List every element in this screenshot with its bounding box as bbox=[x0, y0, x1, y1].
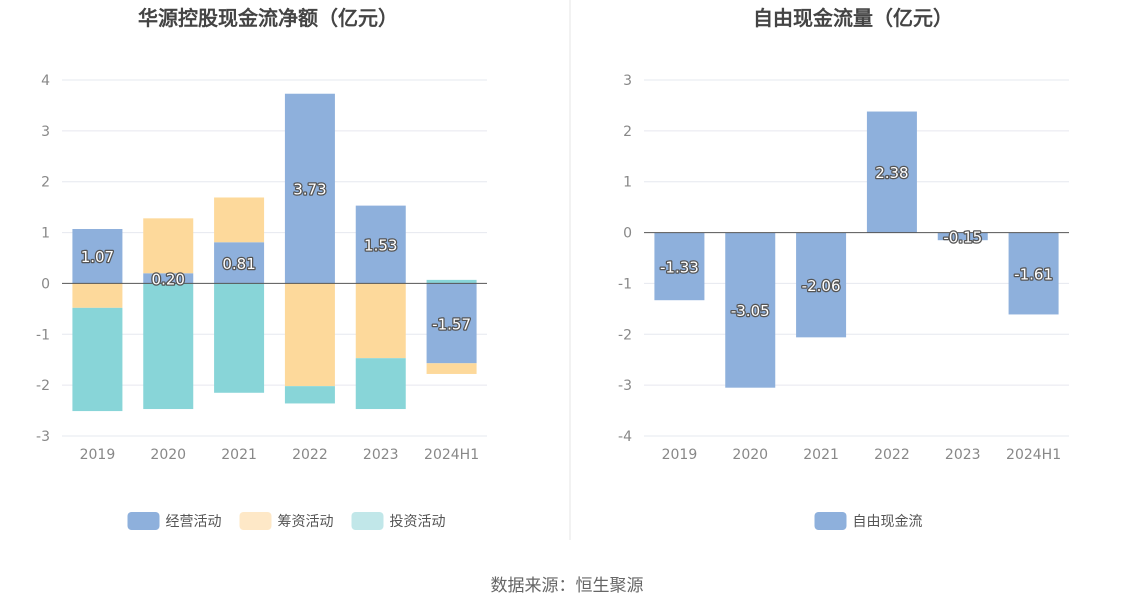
y-tick-label: 2 bbox=[623, 124, 632, 140]
x-tick-label: 2021 bbox=[803, 447, 839, 463]
data-label: -0.15 bbox=[943, 228, 982, 246]
bar-segment bbox=[426, 283, 477, 364]
cash-flow-net-chart: 华源控股现金流净额（亿元） 4 3 2 1 0 -1 -2 -3 2019 2020 2021 202… bbox=[36, 6, 487, 530]
data-label: 3.73 bbox=[293, 181, 326, 199]
bar-segment bbox=[214, 197, 265, 243]
legend-item[interactable]: 经营活动 bbox=[127, 512, 222, 530]
y-tick-label: 2 bbox=[41, 175, 50, 191]
bar bbox=[654, 232, 705, 301]
x-tick-label: 2022 bbox=[292, 447, 328, 463]
bar-segment bbox=[214, 242, 265, 284]
data-label: 1.53 bbox=[364, 237, 397, 255]
chart-title: 自由现金流量（亿元） bbox=[753, 6, 953, 30]
bar-segment bbox=[426, 279, 477, 284]
data-source-note: 数据来源：恒生聚源 bbox=[491, 576, 644, 596]
bar-segment bbox=[284, 93, 335, 284]
data-label: 0.20 bbox=[152, 270, 185, 288]
bar-segment bbox=[355, 205, 406, 284]
y-tick-label: -2 bbox=[36, 378, 50, 394]
y-tick-label: 0 bbox=[623, 226, 632, 242]
data-label: -3.05 bbox=[731, 302, 770, 320]
chart-title: 华源控股现金流净额（亿元） bbox=[138, 6, 398, 30]
legend-swatch bbox=[127, 512, 160, 530]
data-label: -1.61 bbox=[1014, 266, 1053, 284]
bar bbox=[796, 232, 847, 338]
y-tick-label: 3 bbox=[623, 73, 632, 89]
bar-segment bbox=[143, 273, 194, 284]
bar-segment bbox=[143, 218, 194, 274]
legend-label: 投资活动 bbox=[390, 514, 446, 530]
y-tick-label: 0 bbox=[41, 276, 50, 292]
legend-item[interactable]: 自由现金流 bbox=[814, 512, 923, 530]
y-tick-label: -4 bbox=[618, 429, 632, 445]
legend-item[interactable]: 筹资活动 bbox=[239, 512, 334, 530]
x-tick-label: 2024H1 bbox=[424, 447, 479, 463]
bar-segment bbox=[284, 283, 335, 387]
bar-segment bbox=[355, 283, 406, 359]
bar bbox=[725, 232, 776, 388]
bar bbox=[1008, 232, 1059, 315]
x-tick-label: 2020 bbox=[732, 447, 768, 463]
y-tick-label: -1 bbox=[618, 276, 632, 292]
x-tick-label: 2024H1 bbox=[1006, 447, 1061, 463]
legend-swatch bbox=[814, 512, 847, 530]
data-label: -2.06 bbox=[802, 277, 841, 295]
y-tick-label: 1 bbox=[623, 175, 632, 191]
bar-segment bbox=[72, 307, 123, 412]
data-label: -1.33 bbox=[660, 258, 699, 276]
legend-label: 筹资活动 bbox=[278, 513, 334, 530]
bar-segment bbox=[72, 229, 123, 284]
free-cash-flow-chart: 自由现金流量（亿元） 3 2 1 0 -1 -2 -3 -4 2019 2020 2021 2022 2… bbox=[618, 6, 1069, 530]
data-label: 1.07 bbox=[81, 248, 114, 266]
legend-label: 自由现金流 bbox=[853, 514, 923, 530]
legend-swatch bbox=[239, 512, 272, 530]
x-tick-label: 2019 bbox=[662, 447, 698, 463]
data-label: 0.81 bbox=[222, 255, 255, 273]
bar-segment bbox=[214, 283, 265, 393]
bar bbox=[937, 232, 988, 241]
y-tick-label: 3 bbox=[41, 124, 50, 140]
y-tick-label: 4 bbox=[41, 73, 50, 89]
x-tick-label: 2020 bbox=[150, 447, 186, 463]
x-tick-label: 2023 bbox=[945, 447, 981, 463]
bar-segment bbox=[72, 283, 123, 308]
bar-segment bbox=[143, 283, 194, 410]
y-tick-label: -3 bbox=[618, 378, 632, 394]
y-tick-label: 1 bbox=[41, 226, 50, 242]
data-label: 2.38 bbox=[875, 164, 908, 182]
legend-item[interactable]: 投资活动 bbox=[351, 512, 446, 530]
x-tick-label: 2022 bbox=[874, 447, 910, 463]
data-label: -1.57 bbox=[432, 315, 471, 333]
y-tick-label: -1 bbox=[36, 327, 50, 343]
y-tick-label: -3 bbox=[36, 429, 50, 445]
legend-swatch bbox=[351, 512, 384, 530]
y-tick-label: -2 bbox=[618, 327, 632, 343]
bar-segment bbox=[355, 358, 406, 410]
x-tick-label: 2023 bbox=[363, 447, 399, 463]
bar bbox=[866, 111, 917, 233]
x-tick-label: 2021 bbox=[221, 447, 257, 463]
x-tick-label: 2019 bbox=[80, 447, 116, 463]
bar-segment bbox=[426, 363, 477, 374]
bar-segment bbox=[284, 386, 335, 404]
legend-label: 经营活动 bbox=[166, 514, 222, 530]
